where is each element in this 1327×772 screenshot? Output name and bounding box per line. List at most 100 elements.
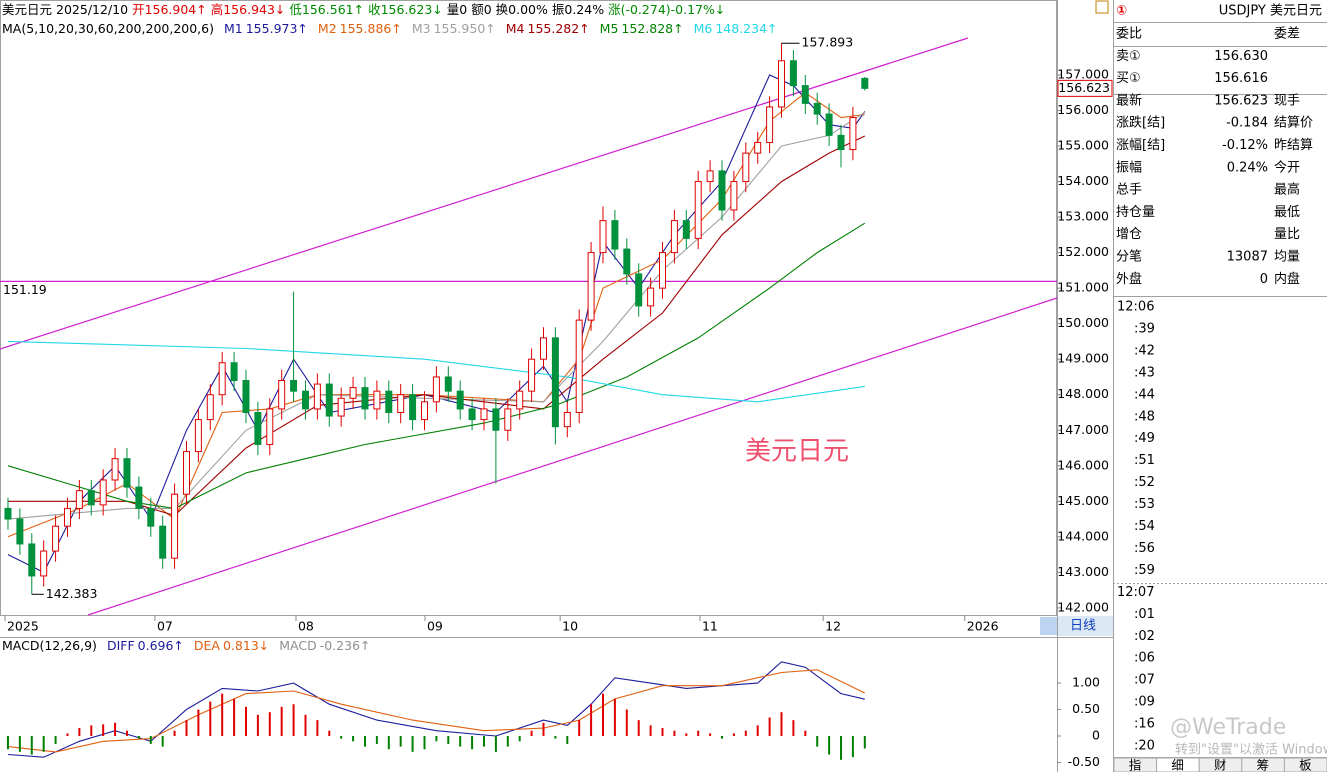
tick-time: 12:06: [1117, 300, 1154, 315]
x-tick-label: 12: [825, 619, 841, 634]
panel-tab-label[interactable]: 指: [1129, 758, 1142, 772]
candle-body: [206, 394, 214, 421]
tick-time: :52: [1134, 475, 1155, 490]
y-tick-label: 153.000: [1057, 209, 1109, 224]
panel-tab-label[interactable]: 细: [1171, 758, 1184, 772]
y-tick-label: 143.000: [1057, 564, 1109, 579]
candle-body: [801, 85, 809, 104]
y-tick-label: 156.000: [1057, 102, 1109, 117]
legend-value: 152.828↑: [621, 21, 683, 36]
candle-body: [658, 252, 666, 289]
tick-time: :16: [1134, 717, 1155, 732]
legend-name: M3: [412, 21, 431, 36]
header-segment: 量0: [447, 2, 468, 17]
legend-name: M4: [506, 21, 525, 36]
quote-value: 0: [1260, 272, 1268, 287]
candle-body: [28, 543, 36, 577]
candle-body: [63, 507, 71, 527]
candle-body: [456, 390, 464, 410]
ma-line: [7, 222, 866, 509]
x-tick-label: 2026: [967, 619, 999, 634]
candle-body: [754, 141, 762, 154]
panel-tab-label[interactable]: 财: [1214, 758, 1227, 772]
quote-symbol: USDJPY 美元日元: [1219, 4, 1322, 19]
legend-name: M6: [694, 21, 713, 36]
y-tick-label: 151.000: [1057, 280, 1109, 295]
ma-label: MA(5,10,20,30,60,200,200,200,6): [2, 21, 214, 36]
candle-body: [539, 337, 547, 360]
y-tick-label: 147.000: [1057, 422, 1109, 437]
tick-time: :09: [1134, 695, 1155, 710]
last-price: 156.623: [1058, 80, 1110, 95]
x-tick-label: 09: [427, 619, 443, 634]
candle-body: [385, 390, 393, 413]
candle-body: [444, 376, 452, 392]
candle-body: [349, 387, 357, 399]
panel-tab-label[interactable]: 板: [1299, 758, 1312, 772]
quote-label: 持仓量: [1116, 205, 1155, 220]
header-segment: 美元日元: [2, 2, 52, 17]
candle-body: [373, 390, 381, 410]
header-segment: 换0.00%: [496, 2, 548, 17]
candle-body: [218, 362, 226, 396]
ma-line: [7, 340, 865, 403]
legend-value: 0.813↓: [223, 638, 269, 653]
ma-legend: MA(5,10,20,30,60,200,200,200,6) M1 155.973…: [2, 21, 778, 36]
period-tab[interactable]: [1058, 616, 1113, 636]
header-segment: 振0.24%: [552, 2, 604, 17]
legend-name: M1: [224, 21, 243, 36]
candle-body: [4, 507, 12, 520]
candle-body: [670, 220, 678, 254]
legend-name: DIFF: [107, 638, 135, 653]
y-tick-label: 1.00: [1072, 675, 1100, 690]
tick-time: :43: [1134, 365, 1155, 380]
header-segment: 开156.904↑: [132, 2, 207, 17]
macd-legend: MACD(12,26,9) DIFF 0.696↑ DEA 0.813↓ MACD -0.2…: [2, 638, 371, 653]
legend-name: M5: [600, 21, 619, 36]
candle-body: [849, 117, 857, 151]
quote-value: 13087: [1227, 250, 1268, 265]
candle-body: [528, 358, 536, 392]
panel-tab-label[interactable]: 筹: [1257, 758, 1270, 772]
candle-body: [813, 102, 821, 115]
quote-label: 昨结算: [1274, 138, 1313, 153]
header-segment: 高156.943↓: [211, 2, 286, 17]
tick-time: :51: [1134, 453, 1155, 468]
tick-time: :49: [1134, 431, 1155, 446]
tick-time: :39: [1134, 321, 1155, 336]
legend-name: M2: [318, 21, 337, 36]
header-segment: 额0: [471, 2, 492, 17]
candle-body: [313, 383, 321, 410]
quote-label: 现手: [1274, 93, 1300, 108]
legend-value: -0.236↑: [320, 638, 371, 653]
header-segment: 低156.561↑: [289, 2, 364, 17]
tick-time: :07: [1134, 673, 1155, 688]
scroll-button[interactable]: [1040, 617, 1057, 635]
legend-value: 0.696↑: [138, 638, 184, 653]
legend-name: MACD: [279, 638, 316, 653]
candle-body: [159, 525, 167, 559]
quote-label: 总手: [1116, 183, 1142, 198]
quote-value: -0.184: [1226, 116, 1268, 131]
legend-value: 148.234↑: [715, 21, 777, 36]
tick-time: :02: [1134, 629, 1155, 644]
y-tick-label: 152.000: [1057, 244, 1109, 259]
candle-body: [730, 181, 738, 211]
quote-label: 最高: [1274, 182, 1300, 198]
candle-body: [789, 60, 797, 87]
y-tick-label: 155.000: [1057, 138, 1109, 153]
quote-value: 156.616: [1214, 71, 1268, 86]
candle-body: [647, 287, 655, 307]
candle-body: [694, 181, 702, 239]
window-button[interactable]: [1095, 0, 1109, 14]
macd-label: MACD(12,26,9): [2, 638, 97, 653]
candle-body: [468, 408, 476, 421]
quote-label: 最新: [1116, 92, 1142, 108]
y-tick-label: 148.000: [1057, 386, 1109, 401]
candle-body: [87, 490, 95, 506]
tick-time: :56: [1134, 541, 1155, 556]
quote-label: 量比: [1274, 227, 1300, 242]
candle-body: [420, 401, 428, 421]
candle-body: [171, 493, 179, 559]
y-tick-label: 150.000: [1057, 315, 1109, 330]
